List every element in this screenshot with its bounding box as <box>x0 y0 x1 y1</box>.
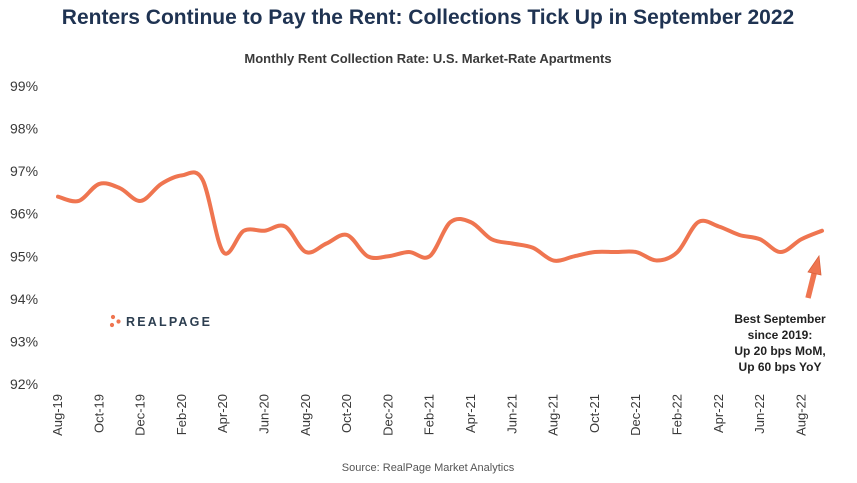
x-tick-label: Jun-20 <box>256 394 271 434</box>
y-tick-label: 98% <box>10 121 38 137</box>
x-tick-label: Aug-19 <box>50 394 65 436</box>
y-tick-label: 97% <box>10 163 38 179</box>
x-tick-label: Apr-22 <box>711 394 726 433</box>
logo-dots-icon <box>109 314 121 328</box>
x-tick-label: Dec-20 <box>380 394 395 436</box>
x-tick-label: Oct-19 <box>91 394 106 433</box>
chart-title: Renters Continue to Pay the Rent: Collec… <box>62 6 794 29</box>
x-tick-label: Aug-21 <box>546 394 561 436</box>
x-tick-label: Feb-20 <box>174 394 189 435</box>
annotation-line-1: Best September <box>734 312 826 326</box>
realpage-logo: REALPAGE <box>109 314 212 329</box>
y-tick-label: 93% <box>10 333 38 349</box>
x-tick-label: Feb-22 <box>669 394 684 435</box>
x-tick-label: Aug-20 <box>298 394 313 436</box>
x-tick-label: Jun-21 <box>504 394 519 434</box>
x-tick-label: Apr-21 <box>463 394 478 433</box>
annotation: Best September since 2019: Up 20 bps MoM… <box>734 312 826 374</box>
y-tick-label: 95% <box>10 248 38 264</box>
logo-text: REALPAGE <box>126 315 212 329</box>
x-tick-label: Oct-21 <box>587 394 602 433</box>
x-tick-label: Jun-22 <box>752 394 767 434</box>
x-tick-label: Dec-21 <box>628 394 643 436</box>
annotation-line-3: Up 20 bps MoM, <box>734 344 825 358</box>
x-tick-label: Aug-22 <box>793 394 808 436</box>
y-tick-label: 94% <box>10 291 38 307</box>
y-tick-label: 96% <box>10 206 38 222</box>
x-tick-label: Dec-19 <box>133 394 148 436</box>
annotation-line-2: since 2019: <box>748 328 813 342</box>
annotation-line-4: Up 60 bps YoY <box>739 360 822 374</box>
x-axis: Aug-19 Oct-19 Dec-19 Feb-20 Apr-20 Jun-20 Aug-… <box>50 394 808 436</box>
chart-subtitle: Monthly Rent Collection Rate: U.S. Marke… <box>244 51 611 66</box>
y-axis: 92% 93% 94% 95% 96% 97% 98% 99% <box>10 78 38 392</box>
series-layer <box>56 170 824 263</box>
arrow-icon <box>805 254 822 299</box>
x-tick-label: Oct-20 <box>339 394 354 433</box>
y-tick-label: 99% <box>10 78 38 94</box>
y-tick-label: 92% <box>10 376 38 392</box>
source-note: Source: RealPage Market Analytics <box>342 462 515 474</box>
series-line <box>56 170 824 263</box>
x-tick-label: Apr-20 <box>215 394 230 433</box>
x-tick-label: Feb-21 <box>422 394 437 435</box>
